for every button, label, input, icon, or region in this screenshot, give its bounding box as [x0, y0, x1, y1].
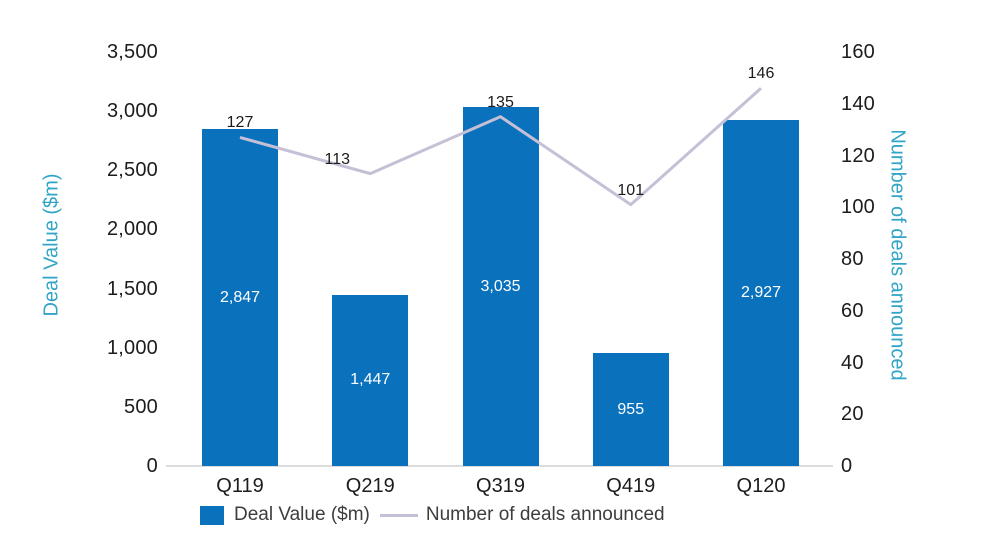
- bar-value-label: 2,847: [219, 288, 261, 306]
- left-axis-tick: 2,000: [106, 218, 158, 241]
- left-axis-tick: 500: [124, 395, 158, 418]
- left-axis-tick: 0: [146, 455, 158, 477]
- bar-value-label: 1,447: [350, 371, 391, 389]
- bar-value-label: 2,927: [740, 283, 782, 301]
- deal-value-bar: [332, 294, 409, 466]
- left-axis-tick: 3,500: [106, 41, 158, 63]
- x-axis-label: Q419: [606, 475, 656, 497]
- legend-line-swatch: [379, 513, 418, 517]
- right-axis-tick: 40: [841, 351, 864, 374]
- legend-label-deals-announced: Number of deals announced: [425, 504, 665, 525]
- line-value-label: 146: [747, 65, 775, 83]
- x-axis-baseline: [166, 465, 833, 467]
- right-axis-tick: 140: [841, 92, 875, 115]
- deal-value-bar: [592, 353, 669, 466]
- right-axis-tick: 160: [841, 41, 875, 63]
- bar-value-label: 955: [617, 400, 645, 418]
- bar-value-label: 3,035: [480, 277, 521, 295]
- x-axis-label: Q119: [216, 475, 264, 497]
- left-axis-title: Deal Value ($m): [40, 173, 63, 317]
- left-axis-tick: 2,500: [106, 159, 158, 182]
- x-axis-label: Q120: [736, 475, 786, 497]
- legend-label-deal-value: Deal Value ($m): [234, 504, 370, 525]
- line-value-label: 135: [487, 93, 514, 111]
- right-axis-tick: 60: [841, 299, 864, 322]
- right-axis-tick: 120: [841, 144, 875, 167]
- right-axis-tick: 100: [841, 196, 875, 219]
- legend-bar-swatch: [200, 505, 224, 525]
- right-axis-tick: 20: [841, 403, 864, 426]
- left-axis-tick: 1,000: [106, 336, 158, 359]
- right-axis-tick: 80: [841, 248, 864, 270]
- x-axis-label: Q219: [345, 475, 395, 497]
- left-axis-tick: 3,000: [106, 100, 158, 123]
- line-value-label: 113: [324, 150, 350, 168]
- line-value-label: 101: [617, 181, 645, 199]
- left-axis-tick: 1,500: [106, 277, 158, 300]
- line-value-label: 127: [226, 114, 254, 132]
- legend: Deal Value ($m) Number of deals announce…: [200, 501, 665, 529]
- x-axis-label: Q319: [476, 475, 525, 497]
- right-axis-tick: 0: [841, 455, 853, 477]
